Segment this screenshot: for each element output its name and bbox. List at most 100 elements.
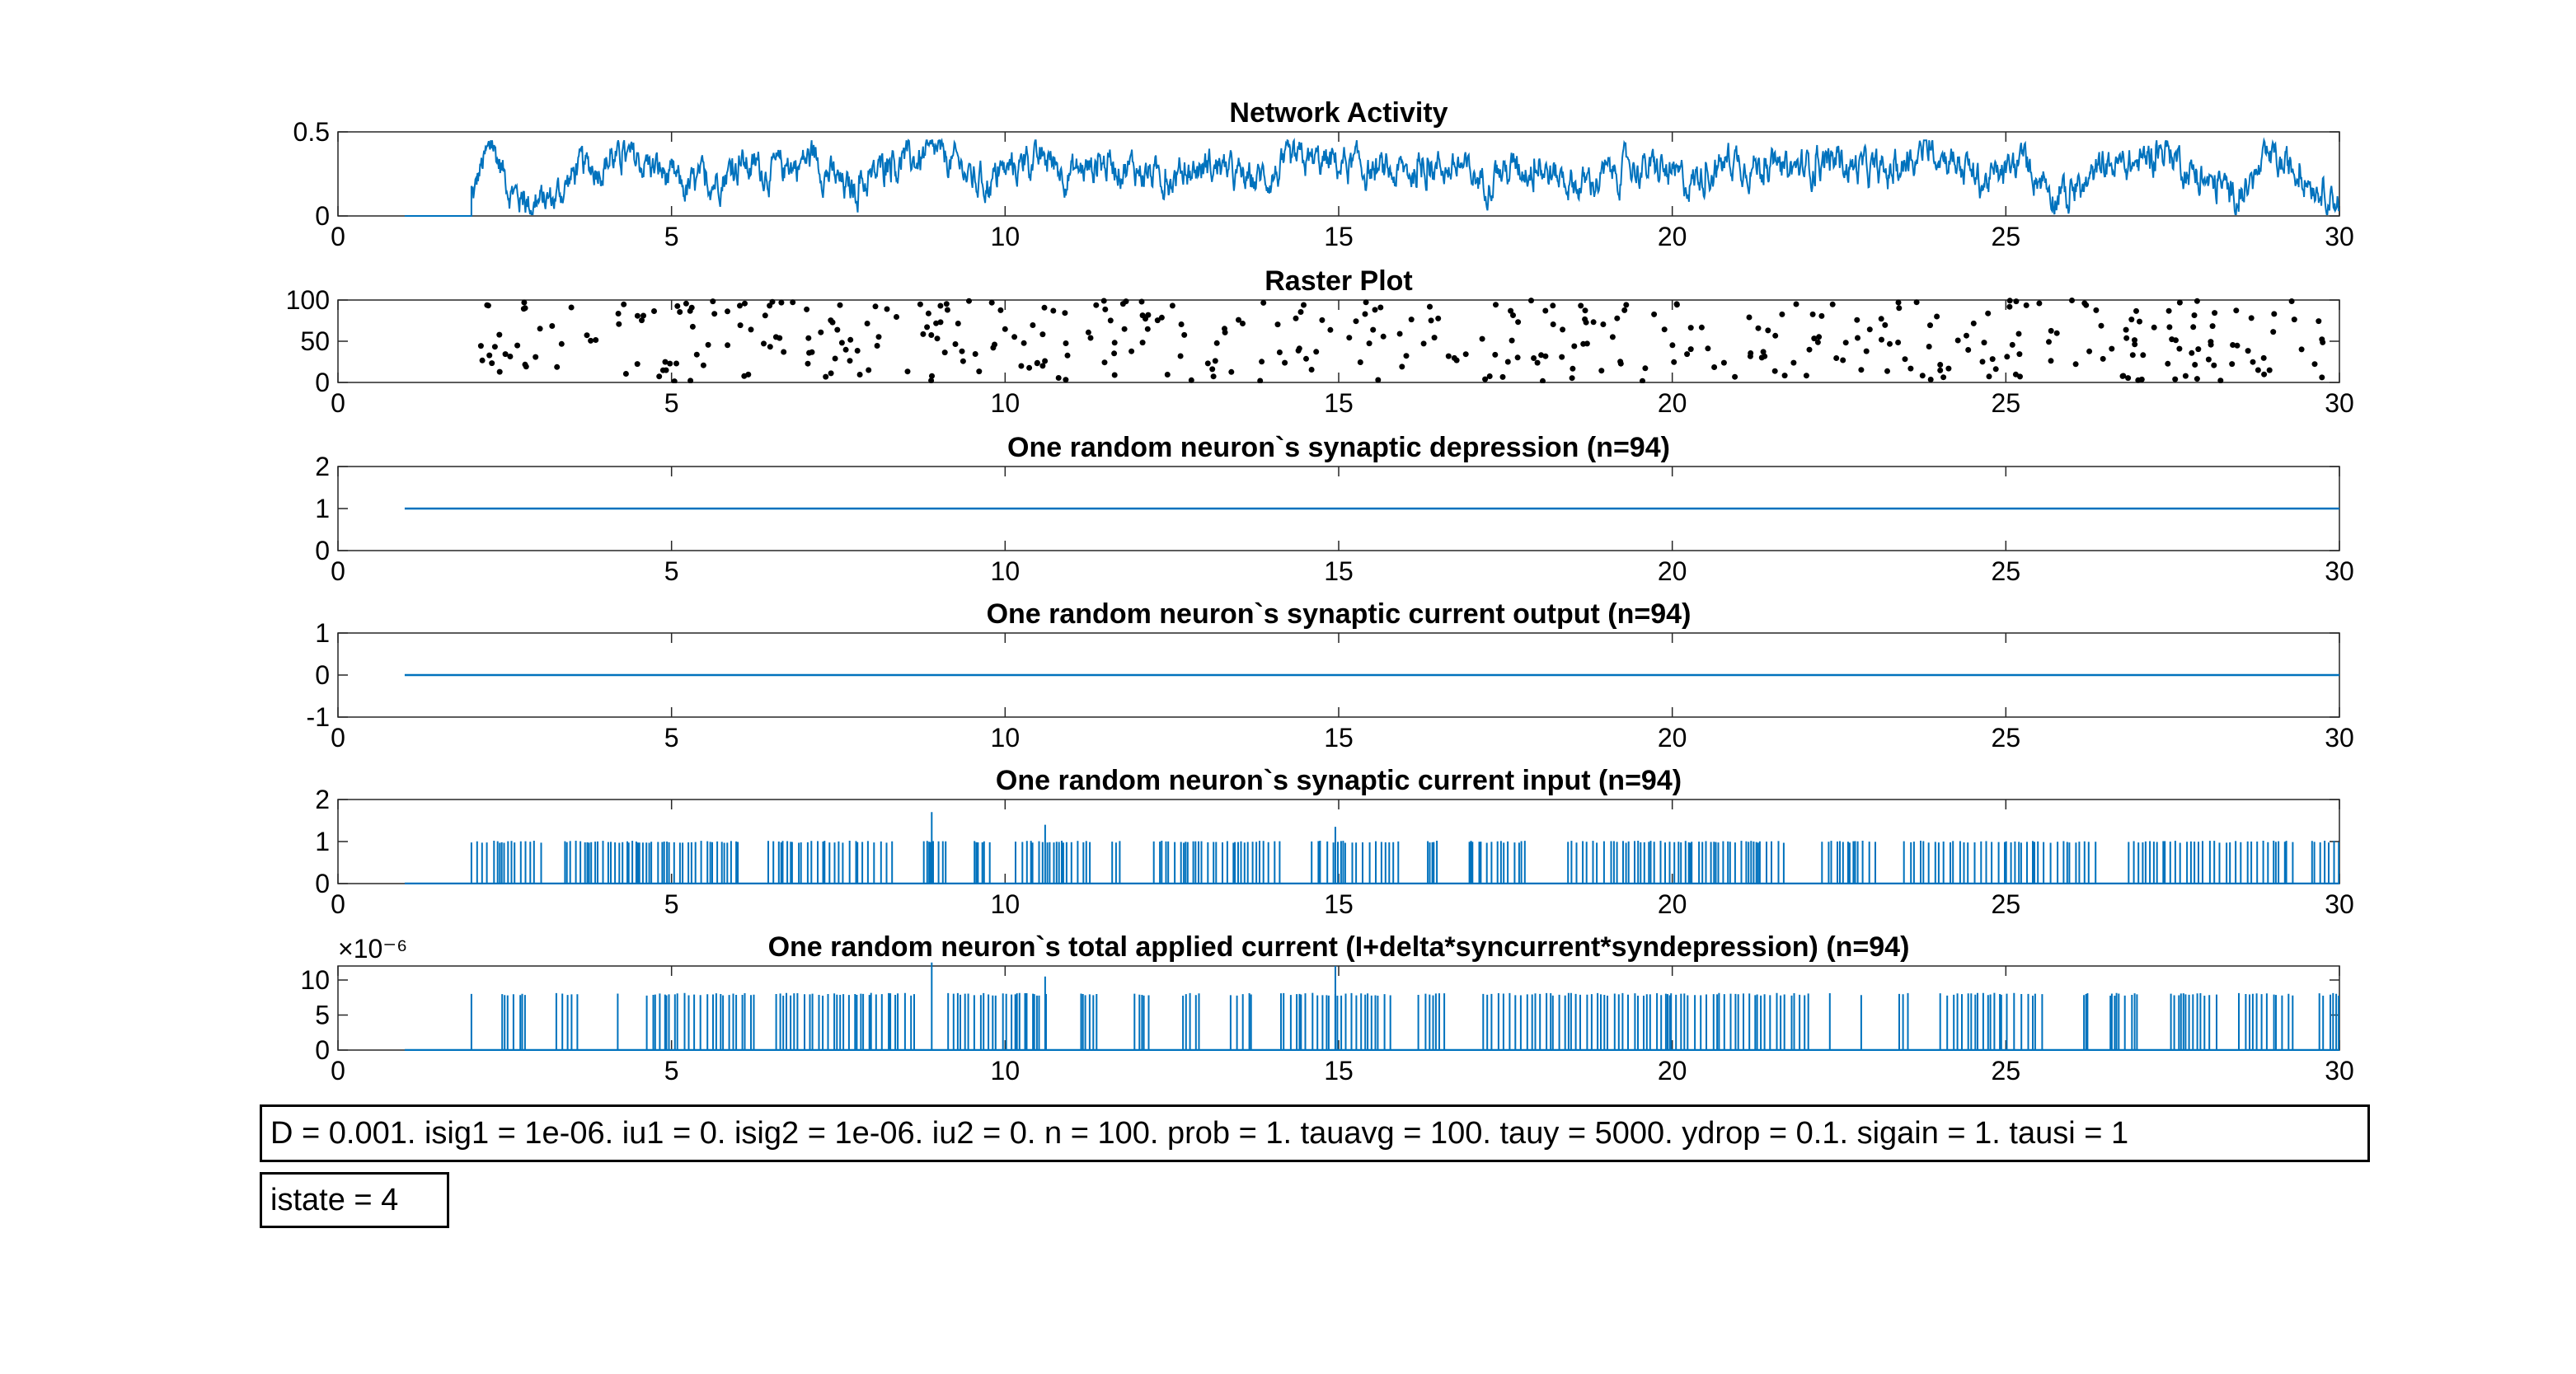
spike-point <box>2100 355 2106 362</box>
x-tick-label: 20 <box>1658 723 1687 753</box>
spike-point <box>1806 346 1813 353</box>
spike-point <box>622 371 629 377</box>
spike-point <box>1559 354 1565 360</box>
spike-point <box>1687 346 1694 353</box>
spike-point <box>1282 359 1288 366</box>
spike-point <box>2165 307 2172 314</box>
spike-point <box>1055 375 1062 381</box>
spike-point <box>1937 362 1944 368</box>
spike-point <box>762 312 768 319</box>
x-tick-label: 30 <box>2325 222 2354 251</box>
x-tick-label: 10 <box>991 889 1021 919</box>
spike-point <box>745 371 752 377</box>
spike-point <box>778 299 785 306</box>
spike-point <box>725 342 731 349</box>
spike-point <box>944 307 950 313</box>
spike-point <box>2009 341 2015 348</box>
spike-point <box>1954 337 1961 344</box>
spike-point <box>568 304 575 311</box>
activity-series-line <box>404 137 2339 217</box>
subplot-title: Network Activity <box>1229 97 1448 129</box>
spike-point <box>1882 321 1889 328</box>
spike-point <box>1614 315 1621 321</box>
spike-point <box>1979 359 1986 365</box>
spike-point <box>1486 373 1493 379</box>
x-tick-label: 0 <box>331 889 345 919</box>
spike-point <box>737 322 744 329</box>
spike-point <box>689 323 696 330</box>
spike-point <box>1803 373 1809 379</box>
spike-point <box>2053 330 2060 336</box>
spike-point <box>1228 368 1235 375</box>
spike-point <box>2093 307 2100 313</box>
x-tick-label: 15 <box>1324 1056 1354 1086</box>
spike-point <box>1684 351 1691 358</box>
spike-point <box>1887 340 1893 347</box>
y-tick-label: 2 <box>315 452 330 481</box>
spike-point <box>854 348 861 354</box>
spike-point <box>856 372 863 377</box>
spike-point <box>634 312 640 319</box>
spike-point <box>2208 341 2214 348</box>
spike-point <box>1896 305 1903 312</box>
spike-point <box>1771 368 1778 374</box>
spike-point <box>1732 373 1738 380</box>
spike-point <box>2109 345 2115 352</box>
spike-point <box>1720 359 1727 366</box>
x-tick-label: 0 <box>331 222 345 251</box>
axes-box <box>337 131 2340 217</box>
spike-point <box>667 360 673 367</box>
spike-point <box>1011 334 1018 340</box>
spike-point <box>2069 298 2075 303</box>
spike-point <box>1327 326 1334 333</box>
axes-box <box>337 299 2340 383</box>
spike-point <box>520 306 527 312</box>
spike-point <box>866 367 872 373</box>
spike-point <box>1101 359 1108 366</box>
spike-point <box>2211 362 2217 368</box>
spike-point <box>1937 367 1944 373</box>
y-tick-label: 0 <box>315 660 330 690</box>
spike-point <box>1039 331 1046 338</box>
spike-point <box>943 301 950 307</box>
spike-point <box>2128 317 2135 323</box>
spike-point <box>2023 302 2029 308</box>
spike-point <box>1661 326 1668 333</box>
x-tick-label: 25 <box>1992 723 2021 753</box>
spike-point <box>1651 311 1658 317</box>
spike-point <box>1550 302 1556 309</box>
spike-point <box>2151 324 2157 331</box>
spike-point <box>2081 300 2088 307</box>
spike-point <box>2176 345 2183 352</box>
spike-point <box>828 370 834 377</box>
spike-point <box>972 351 978 357</box>
spike-train <box>470 992 2339 1050</box>
spike-point <box>2288 298 2295 304</box>
spike-point <box>2234 342 2241 349</box>
spike-point <box>1353 318 1359 325</box>
x-tick-label: 0 <box>331 723 345 753</box>
spike-point <box>1274 321 1281 328</box>
spike-point <box>1085 329 1091 335</box>
x-tick-label: 10 <box>991 222 1021 251</box>
spike-point <box>1123 298 1129 305</box>
spike-point <box>952 341 959 347</box>
x-tick-label: 15 <box>1324 222 1354 251</box>
spike-point <box>1985 310 1992 317</box>
spike-point <box>837 302 843 308</box>
spike-point <box>2072 361 2079 368</box>
x-tick-label: 20 <box>1658 222 1687 251</box>
x-tick-label: 20 <box>1658 1056 1687 1086</box>
y-tick-label: 1 <box>315 827 330 856</box>
spike-point <box>2195 346 2202 353</box>
spike-point <box>2046 339 2052 345</box>
spike-point <box>1145 312 1152 318</box>
spike-point <box>549 323 556 329</box>
spike-point <box>1617 360 1624 367</box>
spike-point <box>1793 301 1799 307</box>
spike-point <box>1840 357 1846 363</box>
spike-point <box>1164 372 1171 377</box>
y-tick-label: 0 <box>315 368 330 397</box>
spike-point <box>1107 317 1114 324</box>
